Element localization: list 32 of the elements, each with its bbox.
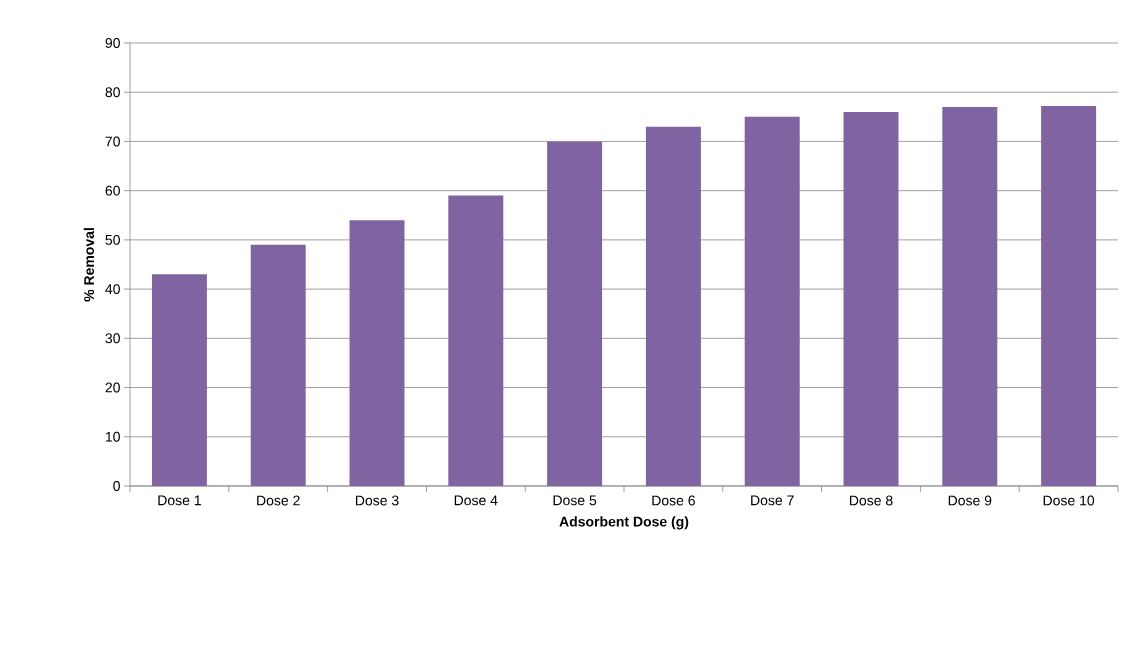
bar [349, 220, 405, 486]
bar [250, 244, 306, 486]
bar [1041, 106, 1097, 486]
x-tick-label: Dose 8 [849, 495, 893, 506]
bar [645, 126, 701, 486]
x-tick-label: Dose 6 [652, 495, 695, 506]
y-tick-label: 50 [105, 234, 120, 245]
x-axis-title: Adsorbent Dose (g) [559, 516, 689, 530]
x-tick-label: Dose 1 [158, 495, 201, 506]
bar [151, 274, 207, 486]
y-tick-label: 90 [105, 38, 120, 48]
x-tick-label: Dose 10 [1043, 495, 1095, 506]
x-tick-label: Dose 3 [355, 495, 399, 506]
y-tick-label: 30 [105, 333, 120, 344]
y-axis-title: % Removal [83, 228, 95, 302]
bar [744, 116, 800, 486]
x-tick-label: Dose 4 [454, 495, 498, 506]
y-tick-label: 60 [105, 185, 120, 196]
bar [448, 195, 504, 486]
x-tick-label: Dose 7 [751, 495, 794, 506]
bar [547, 141, 603, 486]
bar [942, 106, 998, 486]
y-tick-label: 40 [105, 284, 120, 295]
y-tick-label: 0 [113, 481, 120, 491]
y-tick-label: 10 [105, 431, 120, 442]
y-tick-label: 20 [105, 382, 120, 393]
bar [843, 111, 899, 486]
x-tick-label: Dose 9 [948, 495, 992, 506]
y-tick-label: 70 [105, 136, 120, 147]
x-tick-label: Dose 2 [257, 495, 300, 506]
x-tick-label: Dose 5 [553, 495, 597, 506]
y-tick-label: 80 [105, 87, 120, 98]
